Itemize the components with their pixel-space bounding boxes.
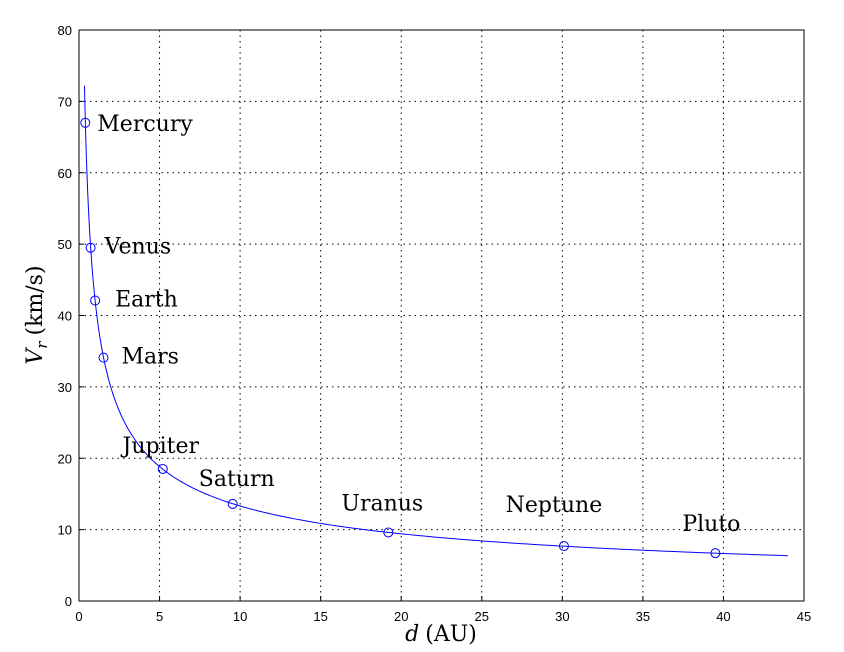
y-tick-label: 60 xyxy=(58,166,72,181)
planet-marker xyxy=(157,463,168,474)
y-tick-label: 40 xyxy=(58,309,72,324)
planet-label: Jupiter xyxy=(121,434,200,459)
y-tick-label: 70 xyxy=(58,94,72,109)
x-tick-label: 25 xyxy=(475,609,489,624)
planet-marker xyxy=(85,242,96,253)
x-tick-label: 15 xyxy=(313,609,327,624)
y-tick-label: 80 xyxy=(58,23,72,38)
y-tick-label: 0 xyxy=(65,594,72,609)
fit-curve xyxy=(83,85,788,557)
planet-label: Venus xyxy=(104,235,172,260)
x-tick-label: 35 xyxy=(636,609,650,624)
planet-marker xyxy=(98,352,109,363)
planet-marker xyxy=(558,541,569,552)
planet-label: Earth xyxy=(115,288,178,313)
ticks: 0 5 10 15 20 25 30 35 40 45 0 10 20 30 40 50 60 70 80 xyxy=(58,23,812,624)
x-tick-label: 10 xyxy=(233,609,247,624)
planet-label: Mars xyxy=(121,345,178,370)
y-tick-label: 50 xyxy=(58,237,72,252)
x-axis-label: d (AU) xyxy=(405,622,477,647)
planet-marker xyxy=(383,527,394,538)
x-tick-label: 40 xyxy=(716,609,730,624)
x-tick-label: 5 xyxy=(156,609,163,624)
planet-label: Uranus xyxy=(341,491,423,516)
planet-marker xyxy=(227,498,238,509)
planet-marker xyxy=(710,548,721,559)
x-tick-label: 30 xyxy=(555,609,569,624)
planet-label: Pluto xyxy=(682,512,740,537)
y-axis-label: Vr(km/s) xyxy=(23,265,51,364)
planet-label: Mercury xyxy=(97,112,193,137)
planet-points: Mercury Venus Earth Mars Jupiter Saturn Uranus… xyxy=(80,112,740,559)
planet-label: Neptune xyxy=(506,493,603,518)
planet-label: Saturn xyxy=(199,467,275,492)
planet-marker xyxy=(90,295,101,306)
planet-marker xyxy=(80,117,91,128)
y-tick-label: 10 xyxy=(58,523,72,538)
y-tick-label: 20 xyxy=(58,451,72,466)
y-tick-label: 30 xyxy=(58,380,72,395)
x-tick-label: 20 xyxy=(394,609,408,624)
x-tick-label: 0 xyxy=(75,609,82,624)
x-tick-label: 45 xyxy=(797,609,811,624)
